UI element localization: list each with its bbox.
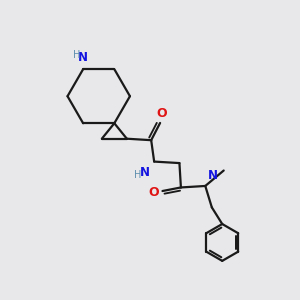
Text: N: N (140, 166, 150, 179)
Text: O: O (156, 107, 167, 120)
Text: N: N (208, 169, 218, 182)
Text: H: H (134, 170, 142, 180)
Text: N: N (78, 51, 88, 64)
Text: O: O (148, 186, 159, 199)
Text: H: H (73, 50, 80, 60)
